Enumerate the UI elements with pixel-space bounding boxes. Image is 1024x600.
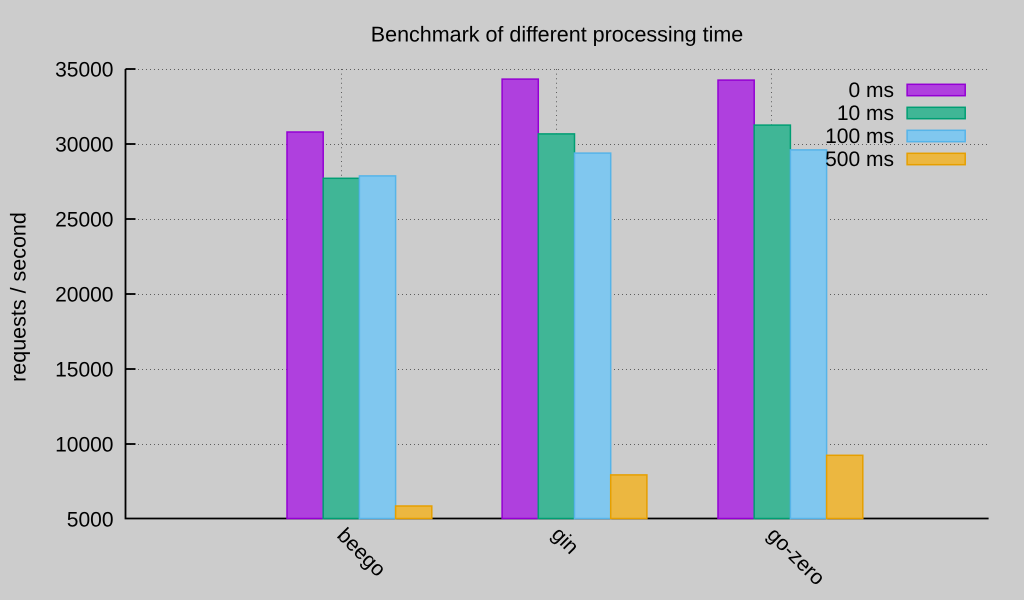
svg-text:0 ms: 0 ms bbox=[848, 79, 894, 102]
svg-text:10000: 10000 bbox=[55, 433, 113, 456]
svg-text:5000: 5000 bbox=[67, 508, 114, 531]
svg-text:35000: 35000 bbox=[55, 58, 113, 81]
svg-text:20000: 20000 bbox=[55, 283, 113, 306]
svg-text:15000: 15000 bbox=[55, 358, 113, 381]
svg-text:requests / second: requests / second bbox=[7, 212, 31, 382]
svg-text:10 ms: 10 ms bbox=[837, 102, 894, 125]
svg-text:500 ms: 500 ms bbox=[825, 148, 894, 171]
svg-text:100 ms: 100 ms bbox=[825, 125, 894, 148]
svg-text:25000: 25000 bbox=[55, 208, 113, 231]
svg-text:Benchmark of different process: Benchmark of different processing time bbox=[371, 23, 743, 47]
svg-text:30000: 30000 bbox=[55, 133, 113, 156]
